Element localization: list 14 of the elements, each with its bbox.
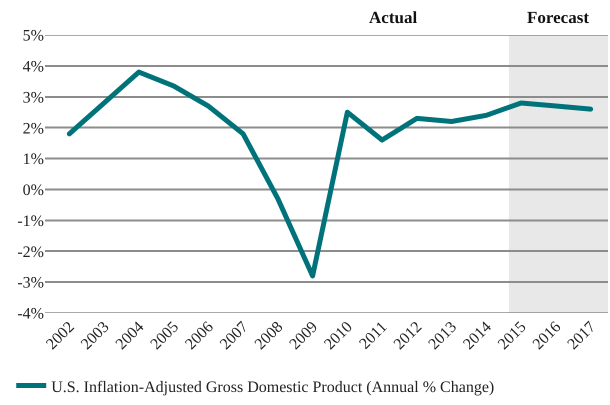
y-tick-label: 3% (22, 89, 44, 106)
text: Actual (369, 8, 418, 27)
band-label: Forecast (527, 8, 590, 27)
y-tick-label: 2% (22, 120, 44, 138)
y-tick-label: -3% (17, 274, 44, 292)
x-tick-label: 2011 (356, 318, 391, 353)
legend-label: U.S. Inflation-Adjusted Gross Domestic Product (Annual % Change) (51, 378, 494, 396)
y-tick-label: -2% (17, 244, 44, 261)
y-tick-label: 5% (22, 28, 44, 45)
y-tick-label: 1% (22, 151, 44, 168)
y-tick-label: 0% (22, 182, 44, 200)
y-tick-label: -4% (17, 306, 44, 323)
y-tick-label: -1% (17, 212, 44, 230)
y-tick-label: 4% (22, 58, 44, 76)
